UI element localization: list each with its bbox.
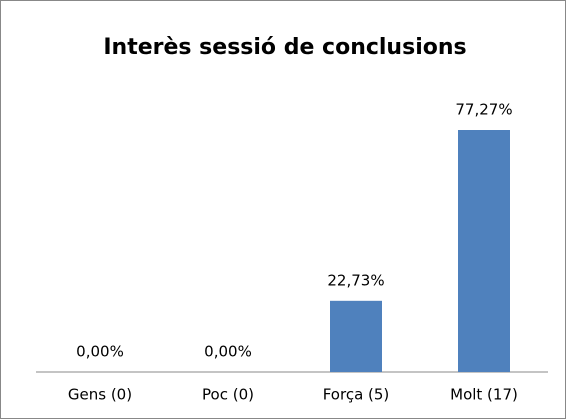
data-label: 77,27% — [455, 101, 512, 119]
bar — [458, 130, 510, 372]
data-label: 0,00% — [204, 343, 252, 361]
chart-title: Interès sessió de conclusions — [103, 35, 466, 60]
x-tick-label: Gens (0) — [68, 386, 132, 404]
data-label: 0,00% — [76, 343, 124, 361]
bar — [330, 300, 382, 372]
x-tick-label: Força (5) — [323, 386, 390, 404]
data-label: 22,73% — [327, 271, 384, 289]
x-tick-label: Molt (17) — [450, 386, 518, 404]
x-tick-label: Poc (0) — [202, 386, 254, 404]
